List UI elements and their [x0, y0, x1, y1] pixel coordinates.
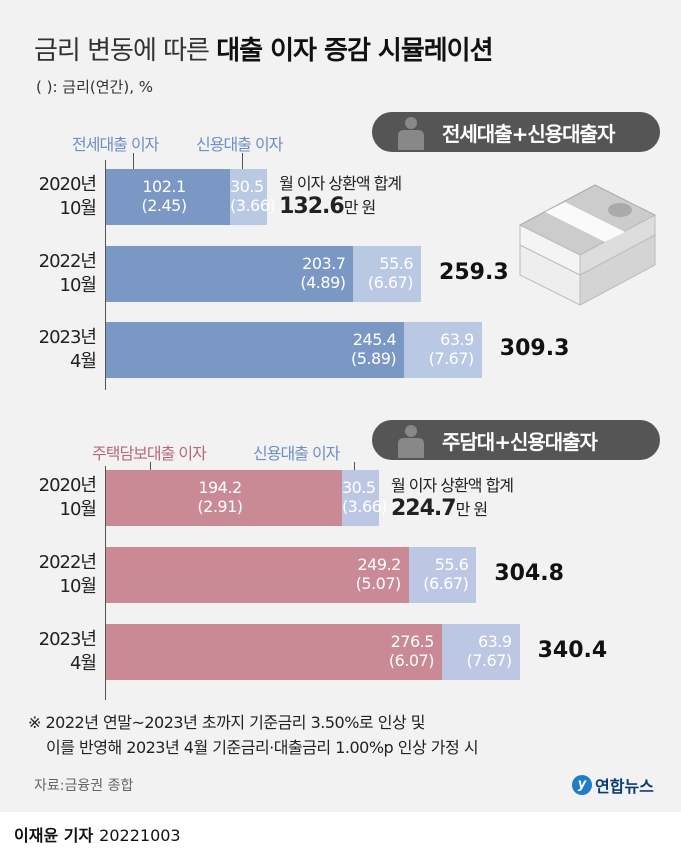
bar-segment: 276.5 (6.07) [106, 624, 442, 680]
bar-segment: 203.7 (4.89) [106, 246, 354, 302]
bar-rate-label: (7.67) [466, 651, 512, 670]
date: 20221003 [99, 826, 181, 845]
y-tick-label: 2020년 10월 [38, 475, 97, 520]
bar-value-label: 55.6 [434, 555, 469, 574]
bar-rate-label: (5.89) [351, 349, 397, 368]
total-caption-text: 월 이자 상환액 합계 [279, 174, 402, 193]
total-value: 259.3 [439, 260, 509, 285]
bar-value-label: 55.6 [379, 254, 414, 273]
bar-rate-label: (6.67) [367, 273, 414, 292]
y-axis-line [105, 466, 106, 700]
legend-leader-line [353, 462, 355, 470]
person-icon [398, 425, 424, 458]
logo-mark-icon: y [572, 775, 592, 795]
bar-rate-label: (3.66) [230, 196, 276, 215]
legend-leader-line [242, 153, 244, 169]
footnote-line: ※ 2022년 연말~2023년 초까지 기준금리 3.50%로 인상 및 [28, 713, 425, 732]
bar-value-label: 276.5 [390, 632, 435, 651]
bar-segment: 194.2 (2.91) [106, 470, 342, 526]
unit-note: ( ): 금리(연간), % [36, 78, 153, 96]
total-value: 304.8 [494, 561, 564, 586]
footnote-line: 이를 반영해 2023년 4월 기준금리·대출금리 1.00%p 인상 가정 시 [46, 738, 479, 757]
y-tick-label: 2023년 4월 [38, 327, 97, 372]
y-tick-label: 2022년 10월 [38, 251, 97, 296]
y-axis-line [105, 160, 106, 390]
total-unit: 만 원 [343, 198, 377, 217]
legend-leader-line [133, 153, 134, 169]
bar-segment: 30.5 (3.66) [341, 470, 388, 526]
bar-value-label: 203.7 [302, 254, 346, 273]
logo-text: 연합뉴스 [595, 777, 654, 796]
bar-value-label: 30.5 [230, 177, 264, 196]
total-caption: 월 이자 상환액 합계 224.7만 원 [391, 472, 514, 521]
group-title: 전세대출+신용대출자 [442, 121, 615, 146]
y-tick-label: 2020년 10월 [38, 174, 97, 219]
bar-value-label: 30.5 [341, 478, 376, 497]
page-title: 금리 변동에 따른 대출 이자 증감 시뮬레이션 [34, 36, 494, 66]
money-stack-icon [518, 184, 657, 306]
group-title: 주담대+신용대출자 [442, 429, 598, 454]
bar-value-label: 194.2 [198, 478, 242, 497]
bar-rate-label: (3.66) [341, 497, 388, 516]
total-caption: 월 이자 상환액 합계 132.6만 원 [279, 170, 402, 219]
bar-segment: 55.6 (6.67) [353, 246, 422, 302]
legend-leader-line [150, 462, 151, 470]
bar-segment: 245.4 (5.89) [106, 322, 405, 378]
byline: 이재윤 기자 20221003 [14, 822, 181, 846]
legend-series-1: 신용대출 이자 [196, 135, 283, 154]
bar-value-label: 245.4 [352, 330, 397, 349]
bar-segment: 102.1 (2.45) [106, 169, 231, 225]
source: 자료:금융권 종합 [34, 778, 134, 794]
legend-series-0: 주택담보대출 이자 [92, 444, 207, 463]
total-caption-text: 월 이자 상환액 합계 [391, 476, 514, 495]
group-title-pill: 주담대+신용대출자 [372, 420, 660, 460]
total-value: 224.7 [391, 496, 457, 521]
bar-segment: 30.5 (3.66) [230, 169, 276, 225]
bar-value-label: 249.2 [357, 555, 401, 574]
bar-segment: 55.6 (6.67) [408, 547, 477, 603]
y-tick-label: 2022년 10월 [38, 552, 97, 597]
bar-segment: 249.2 (5.07) [106, 547, 409, 603]
bar-segment: 63.9 (7.67) [404, 322, 482, 378]
yonhap-logo: y 연합뉴스 [572, 773, 654, 797]
reporter: 이재윤 기자 [14, 826, 94, 845]
legend-series-0: 전세대출 이자 [72, 135, 159, 154]
bar-value-label: 63.9 [440, 330, 474, 349]
bar-rate-label: (7.67) [428, 349, 475, 368]
bar-rate-label: (2.91) [197, 497, 243, 516]
person-icon [398, 117, 424, 150]
bar-segment: 63.9 (7.67) [441, 624, 520, 680]
y-tick-label: 2023년 4월 [38, 629, 97, 674]
bar-rate-label: (5.07) [355, 574, 402, 593]
bar-value-label: 63.9 [477, 632, 512, 651]
bar-rate-label: (6.67) [423, 574, 469, 593]
total-value: 132.6 [279, 194, 345, 219]
total-unit: 만 원 [455, 500, 489, 519]
bar-rate-label: (4.89) [300, 273, 346, 292]
bar-value-label: 102.1 [142, 177, 186, 196]
bar-rate-label: (6.07) [388, 651, 435, 670]
group-title-pill: 전세대출+신용대출자 [372, 112, 660, 152]
total-value: 309.3 [499, 336, 570, 361]
total-value: 340.4 [537, 638, 608, 663]
legend-series-1: 신용대출 이자 [253, 444, 340, 463]
footnote: ※ 2022년 연말~2023년 초까지 기준금리 3.50%로 인상 및 이를… [28, 710, 479, 760]
bar-rate-label: (2.45) [141, 196, 187, 215]
